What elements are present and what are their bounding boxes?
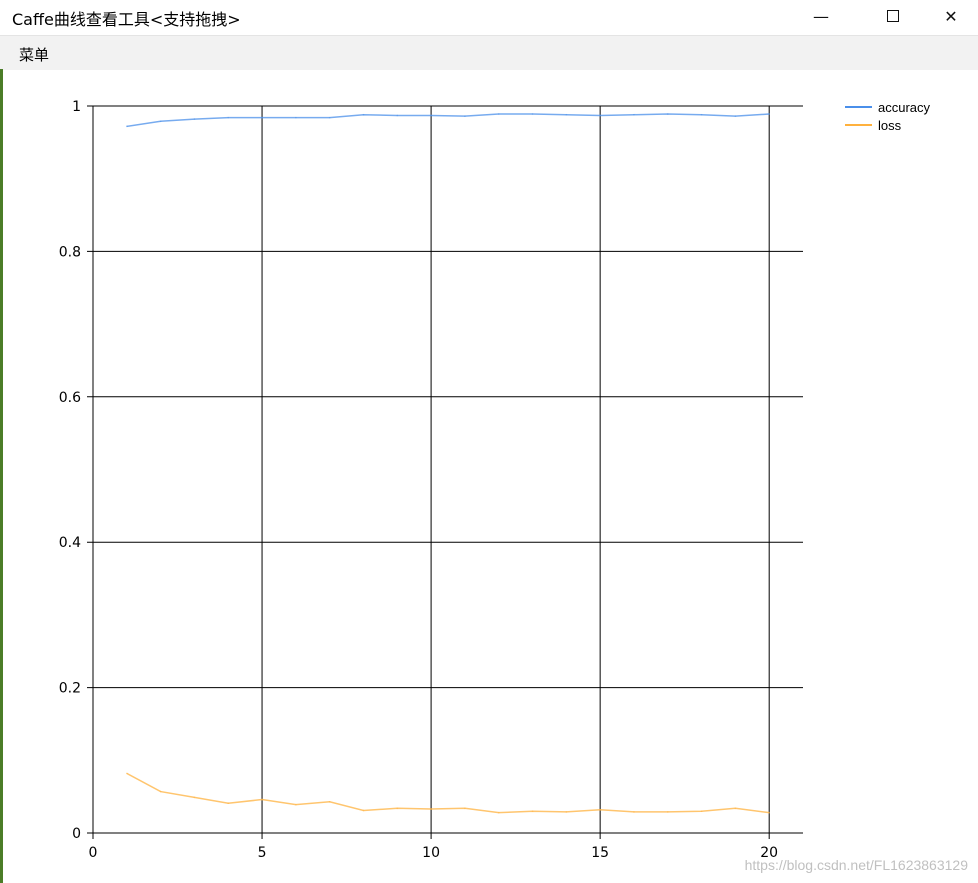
data-point-loss [227, 802, 230, 804]
data-point-accuracy [565, 113, 568, 116]
minimize-icon: — [813, 6, 829, 26]
maximize-button[interactable] [868, 0, 918, 32]
data-point-accuracy [193, 118, 196, 120]
data-point-accuracy [362, 113, 365, 116]
data-point-loss [261, 798, 263, 801]
data-point-loss [700, 810, 703, 812]
data-point-accuracy [734, 115, 737, 117]
data-point-accuracy [126, 125, 128, 128]
data-point-accuracy [328, 116, 331, 119]
data-point-accuracy [666, 113, 669, 115]
data-point-loss [430, 808, 432, 810]
data-point-loss [464, 807, 466, 810]
x-tick-label: 20 [760, 845, 778, 861]
series-line-accuracy [126, 113, 770, 128]
x-tick-label: 0 [89, 845, 98, 861]
window-title: Caffe曲线查看工具<支持拖拽> [12, 10, 241, 29]
legend-label-loss: loss [878, 118, 902, 133]
window-edge [0, 69, 3, 883]
watermark: https://blog.csdn.net/FL1623863129 [744, 857, 968, 873]
y-tick-label: 0 [72, 826, 81, 842]
data-point-loss [734, 807, 737, 810]
data-point-accuracy [633, 113, 635, 116]
data-point-accuracy [464, 115, 466, 117]
data-point-loss [666, 811, 669, 813]
data-point-accuracy [430, 114, 432, 117]
legend-label-accuracy: accuracy [878, 100, 931, 115]
data-point-loss [565, 811, 568, 813]
y-tick-label: 0.2 [59, 681, 81, 697]
data-point-loss [159, 790, 162, 793]
x-tick-label: 5 [258, 845, 267, 861]
data-point-loss [362, 809, 365, 812]
data-point-accuracy [159, 120, 162, 123]
series-line-loss [126, 772, 770, 814]
data-point-loss [126, 772, 128, 775]
data-point-accuracy [599, 114, 601, 117]
data-point-accuracy [227, 116, 230, 119]
data-point-loss [497, 811, 500, 814]
data-point-accuracy [295, 116, 297, 119]
data-point-loss [768, 811, 770, 814]
data-point-accuracy [261, 116, 263, 119]
data-point-loss [599, 808, 601, 811]
data-point-loss [328, 800, 331, 803]
close-button[interactable]: ✕ [926, 0, 976, 32]
data-point-loss [633, 811, 635, 813]
data-point-loss [295, 803, 297, 806]
x-tick-label: 10 [422, 845, 440, 861]
data-point-accuracy [700, 113, 703, 116]
data-point-accuracy [768, 113, 770, 115]
data-point-accuracy [497, 113, 500, 115]
minimize-button[interactable]: — [796, 0, 846, 32]
y-tick-label: 0.6 [59, 390, 81, 406]
data-point-loss [193, 796, 196, 799]
title-bar: Caffe曲线查看工具<支持拖拽> — ✕ [0, 0, 978, 34]
data-point-accuracy [531, 113, 534, 115]
data-point-loss [396, 807, 399, 810]
data-point-accuracy [396, 114, 399, 117]
close-icon: ✕ [944, 6, 958, 26]
maximize-icon [887, 10, 899, 22]
y-tick-label: 0.4 [59, 535, 81, 551]
menu-bar: 菜单 [0, 35, 978, 70]
menu-item-main[interactable]: 菜单 [19, 46, 50, 64]
y-tick-label: 0.8 [59, 244, 81, 260]
y-tick-label: 1 [72, 99, 81, 115]
data-point-loss [531, 810, 534, 812]
x-tick-label: 15 [591, 845, 609, 861]
